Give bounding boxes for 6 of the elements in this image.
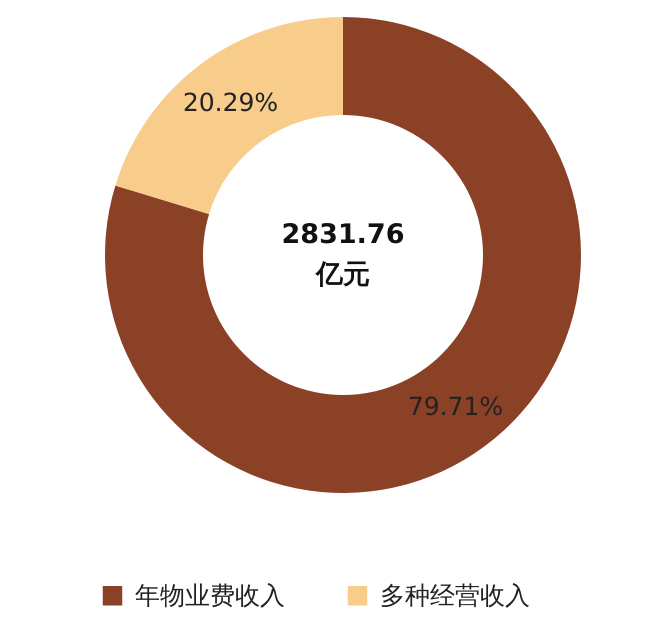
data-label: 20.29%: [182, 88, 278, 118]
text: 亿元: [315, 259, 370, 290]
legend-label: 年物业费收入: [135, 580, 285, 610]
text: 2831.76: [282, 219, 404, 250]
data-label: 79.71%: [408, 392, 504, 421]
legend-label: 多种经营收入: [380, 580, 530, 610]
